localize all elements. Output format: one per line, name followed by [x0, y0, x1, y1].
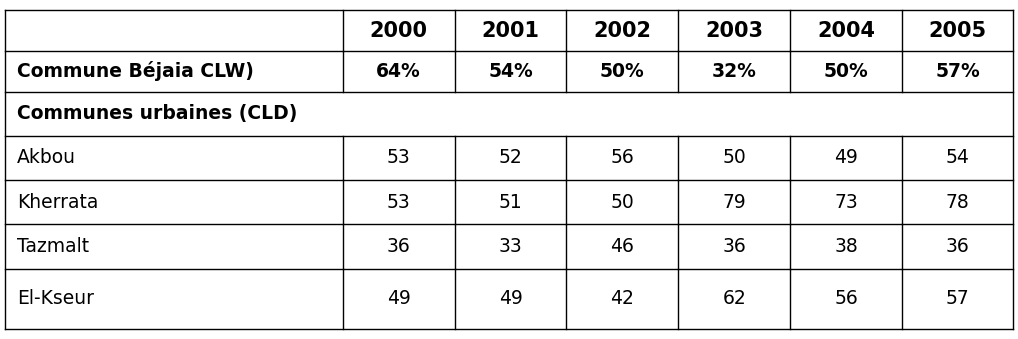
- Text: 38: 38: [834, 237, 858, 256]
- Text: El-Kseur: El-Kseur: [17, 289, 95, 308]
- Text: 36: 36: [946, 237, 969, 256]
- Text: 50%: 50%: [824, 62, 868, 81]
- Text: 56: 56: [834, 289, 858, 308]
- Text: 2004: 2004: [817, 21, 875, 41]
- Text: 73: 73: [834, 193, 858, 212]
- Text: 42: 42: [611, 289, 634, 308]
- Text: 50%: 50%: [600, 62, 644, 81]
- Text: 36: 36: [387, 237, 410, 256]
- Text: 51: 51: [499, 193, 522, 212]
- Text: 79: 79: [723, 193, 746, 212]
- Text: 57%: 57%: [936, 62, 980, 81]
- Text: 2005: 2005: [928, 21, 986, 41]
- Text: Commune Béjaia CLW): Commune Béjaia CLW): [17, 61, 254, 81]
- Text: 62: 62: [723, 289, 746, 308]
- Text: 56: 56: [611, 148, 634, 167]
- Text: Communes urbaines (CLD): Communes urbaines (CLD): [17, 104, 297, 123]
- Text: 36: 36: [723, 237, 746, 256]
- Text: 50: 50: [611, 193, 634, 212]
- Text: 54%: 54%: [489, 62, 532, 81]
- Text: 2003: 2003: [705, 21, 764, 41]
- Text: 2000: 2000: [370, 21, 428, 41]
- Text: 64%: 64%: [377, 62, 421, 81]
- Text: 49: 49: [387, 289, 410, 308]
- Text: 52: 52: [499, 148, 522, 167]
- Text: 53: 53: [387, 148, 410, 167]
- Text: Tazmalt: Tazmalt: [17, 237, 90, 256]
- Text: 53: 53: [387, 193, 410, 212]
- Text: 32%: 32%: [712, 62, 756, 81]
- Text: 49: 49: [834, 148, 858, 167]
- Text: 46: 46: [611, 237, 634, 256]
- Text: 2001: 2001: [482, 21, 540, 41]
- Text: Akbou: Akbou: [17, 148, 76, 167]
- Text: 57: 57: [946, 289, 969, 308]
- Text: 54: 54: [946, 148, 969, 167]
- Text: Kherrata: Kherrata: [17, 193, 99, 212]
- Text: 33: 33: [499, 237, 522, 256]
- Text: 49: 49: [499, 289, 522, 308]
- Text: 2002: 2002: [593, 21, 652, 41]
- Text: 50: 50: [723, 148, 746, 167]
- Text: 78: 78: [946, 193, 969, 212]
